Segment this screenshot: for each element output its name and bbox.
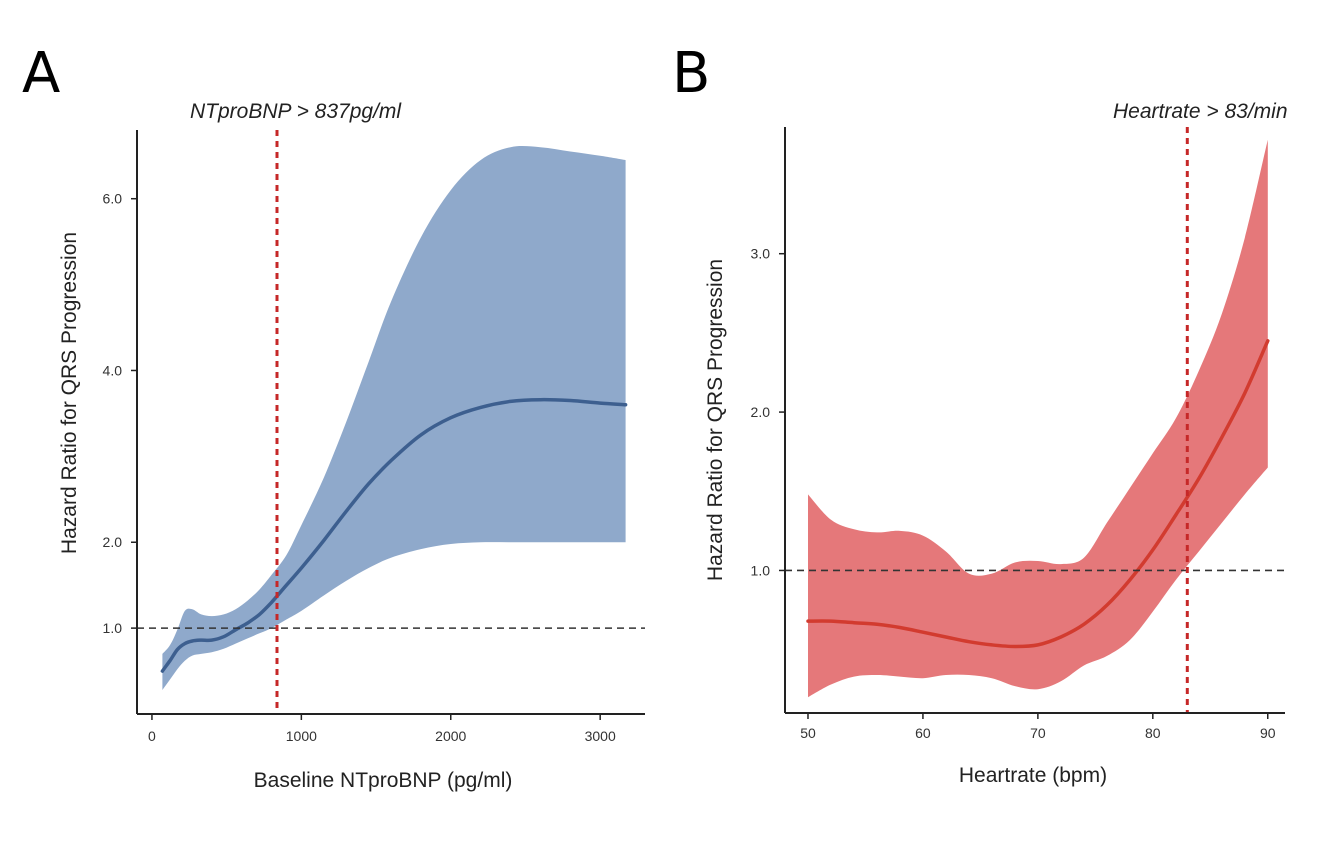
panel-b-plot: [785, 127, 1285, 713]
panel-b-letter: B: [672, 41, 710, 106]
y-tick-label: 1.0: [103, 620, 123, 636]
x-tick-label: 70: [1030, 725, 1046, 741]
panel-b-hazard-curve: [806, 339, 1270, 649]
y-tick-label: 2.0: [751, 404, 771, 420]
panel-b: B Heartrate > 83/min 50 60 70 80 90 1.0 2.0 3.…: [672, 41, 1288, 787]
panel-a-letter: A: [22, 41, 60, 106]
panel-a-y-axis-label: Hazard Ratio for QRS Progression: [58, 232, 81, 554]
y-tick-label: 2.0: [103, 534, 123, 550]
x-tick-label: 80: [1145, 725, 1161, 741]
panel-b-x-axis-label: Heartrate (bpm): [959, 764, 1107, 787]
panel-b-confidence-band: [808, 139, 1268, 698]
panel-a-plot: [137, 130, 645, 714]
panel-a-x-axis-label: Baseline NTproBNP (pg/ml): [254, 769, 513, 792]
panel-a-confidence-band: [162, 146, 626, 691]
y-tick-label: 6.0: [103, 191, 123, 207]
x-tick-label: 1000: [286, 728, 317, 744]
panel-a-y-ticks: 1.0 2.0 4.0 6.0: [103, 191, 137, 636]
x-tick-label: 90: [1260, 725, 1276, 741]
panel-a-annotation: NTproBNP > 837pg/ml: [190, 100, 402, 123]
panel-b-x-ticks: 50 60 70 80 90: [800, 713, 1276, 741]
x-tick-label: 50: [800, 725, 816, 741]
y-tick-label: 1.0: [751, 562, 771, 578]
x-tick-label: 0: [148, 728, 156, 744]
panel-a-hazard-curve: [160, 397, 628, 673]
x-tick-label: 2000: [435, 728, 466, 744]
y-tick-label: 4.0: [103, 362, 123, 378]
x-tick-label: 60: [915, 725, 931, 741]
x-tick-label: 3000: [585, 728, 616, 744]
panel-b-y-ticks: 1.0 2.0 3.0: [751, 246, 785, 578]
y-tick-label: 3.0: [751, 246, 771, 262]
panel-a-x-ticks: 0 1000 2000 3000: [148, 714, 616, 744]
panel-b-annotation: Heartrate > 83/min: [1113, 100, 1288, 123]
panel-a: A NTproBNP > 837pg/ml 0 1000 2000 3000 1.0 2…: [22, 41, 645, 792]
panel-b-y-axis-label: Hazard Ratio for QRS Progression: [704, 259, 727, 581]
